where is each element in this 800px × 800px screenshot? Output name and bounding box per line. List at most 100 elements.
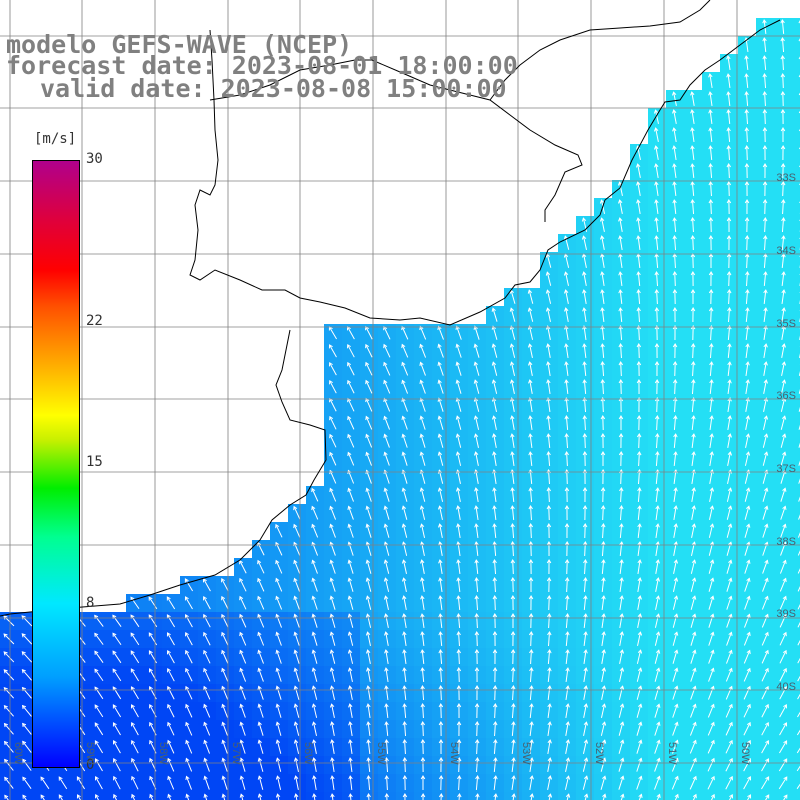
wind-arrow	[728, 145, 730, 161]
wind-arrow	[185, 668, 193, 682]
wind-cell	[792, 522, 800, 540]
wind-arrow-head	[636, 325, 641, 330]
wind-arrow-head	[474, 523, 479, 528]
wind-arrow	[512, 559, 514, 575]
wind-arrow-head	[546, 523, 552, 528]
wind-arrow-head	[781, 307, 786, 312]
wind-arrow-head	[656, 793, 661, 799]
wind-arrow-head	[672, 307, 678, 312]
wind-arrow-head	[690, 235, 696, 240]
wind-arrow	[493, 775, 497, 791]
wind-arrow-head	[638, 721, 643, 726]
wind-arrow	[167, 704, 175, 718]
wind-arrow-head	[474, 487, 479, 492]
wind-arrow	[690, 596, 696, 610]
wind-arrow-head	[654, 181, 659, 186]
wind-arrow	[4, 723, 14, 735]
wind-arrow	[529, 362, 533, 376]
colorbar	[32, 160, 80, 768]
wind-arrow	[457, 559, 461, 575]
wind-arrow	[3, 669, 15, 681]
wind-arrow-head	[798, 19, 800, 24]
wind-arrow	[276, 740, 282, 754]
wind-arrow-head	[455, 325, 460, 330]
wind-arrow	[600, 722, 606, 736]
wind-arrow-head	[473, 325, 478, 330]
wind-arrow-head	[401, 505, 407, 510]
wind-arrow-head	[221, 577, 225, 583]
wind-arrow-head	[402, 685, 407, 690]
wind-arrow-head	[347, 667, 353, 672]
wind-arrow-head	[203, 721, 208, 727]
wind-arrow-head	[166, 596, 171, 601]
wind-arrow	[797, 675, 800, 682]
wind-arrow	[329, 488, 337, 502]
wind-arrow-head	[602, 793, 607, 798]
wind-arrow	[637, 632, 641, 646]
wind-arrow	[166, 596, 176, 610]
wind-arrow-head	[438, 775, 444, 780]
wind-arrow-head	[275, 721, 280, 726]
wind-arrow	[601, 650, 605, 664]
wind-arrow	[637, 235, 641, 251]
wind-arrow	[294, 596, 300, 610]
wind-arrow	[780, 452, 786, 466]
wind-arrow-head	[782, 523, 787, 528]
wind-arrow-head	[492, 577, 497, 582]
wind-arrow	[438, 416, 444, 430]
wind-arrow	[22, 794, 27, 800]
wind-arrow-head	[728, 541, 733, 546]
wind-arrow-head	[347, 433, 352, 439]
wind-arrow-head	[510, 523, 515, 528]
wind-arrow-head	[744, 181, 750, 186]
wind-arrow	[583, 668, 587, 682]
wind-arrow	[475, 541, 479, 557]
wind-arrow-head	[455, 361, 460, 366]
wind-arrow	[691, 379, 695, 395]
wind-arrow-head	[726, 163, 731, 168]
wind-arrow-head	[728, 703, 733, 709]
wind-arrow	[365, 416, 373, 430]
wind-arrow-head	[671, 91, 677, 96]
wind-arrow	[275, 596, 283, 610]
wind-arrow-head	[527, 325, 533, 330]
wind-arrow	[763, 73, 767, 89]
wind-arrow	[691, 181, 695, 197]
wind-arrow	[347, 434, 355, 448]
wind-arrow-head	[547, 703, 552, 708]
wind-arrow	[186, 794, 190, 800]
wind-arrow-head	[493, 721, 498, 726]
wind-arrow	[239, 632, 247, 646]
wind-arrow-head	[257, 613, 262, 619]
wind-arrow	[275, 578, 283, 592]
wind-arrow	[295, 758, 299, 772]
wind-arrow-head	[474, 541, 479, 546]
wind-arrow	[707, 722, 715, 736]
wind-arrow-head	[510, 613, 516, 618]
wind-arrow-head	[726, 217, 732, 222]
wind-arrow-head	[654, 289, 659, 294]
wind-arrow	[618, 740, 624, 754]
wind-arrow-head	[3, 722, 8, 728]
wind-arrow	[782, 199, 784, 215]
wind-arrow	[385, 614, 389, 628]
wind-arrow	[294, 686, 300, 700]
wind-arrow-head	[692, 667, 697, 672]
wind-arrow-head	[583, 649, 588, 654]
wind-arrow	[529, 667, 533, 683]
wind-arrow-head	[655, 559, 660, 564]
wind-arrow	[349, 757, 353, 773]
wind-arrow-head	[347, 505, 352, 510]
wind-arrow-head	[94, 776, 99, 781]
wind-arrow	[511, 398, 515, 412]
wind-arrow	[276, 614, 282, 628]
wind-arrow-head	[710, 757, 715, 763]
wind-arrow	[673, 146, 677, 160]
wind-arrow	[764, 235, 766, 251]
wind-arrow-head	[745, 271, 750, 276]
wind-arrow-head	[257, 595, 262, 601]
colorbar-tick-0: 0	[86, 757, 95, 773]
wind-arrow-head	[94, 704, 99, 709]
wind-arrow-head	[744, 55, 749, 60]
wind-arrow-head	[437, 505, 443, 510]
